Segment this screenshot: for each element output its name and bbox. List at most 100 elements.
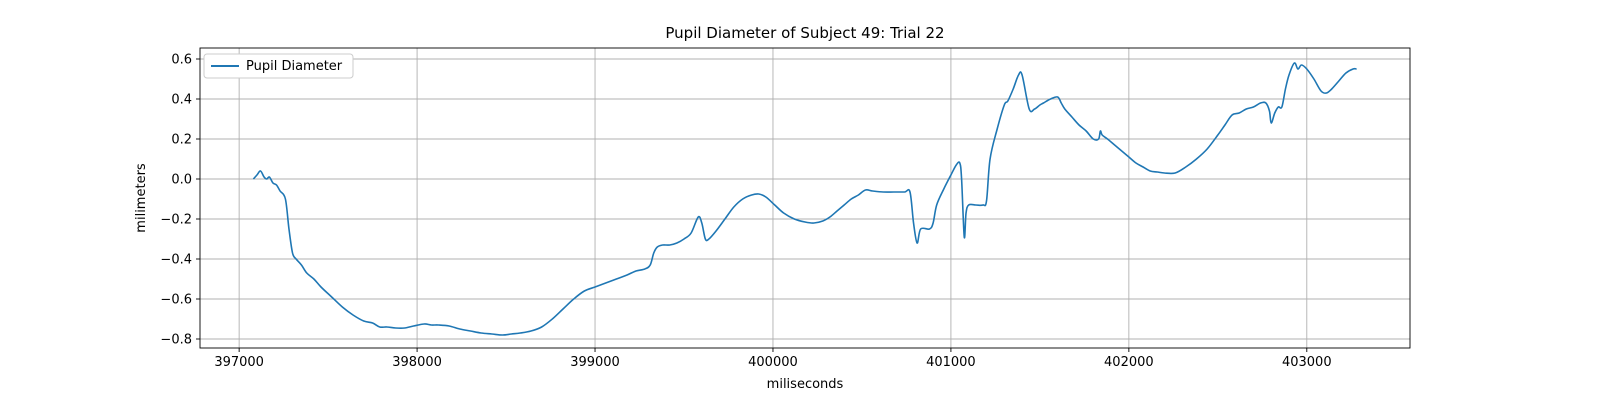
- data-point: [306, 272, 308, 274]
- data-point: [573, 298, 575, 300]
- data-point: [989, 158, 991, 160]
- data-point: [1217, 134, 1219, 136]
- y-tick-label: −0.8: [160, 333, 192, 348]
- data-point: [783, 212, 785, 214]
- y-axis-ticks: −0.8 −0.6 −0.4 −0.2 0.0 0.2 0.4 0.6: [160, 53, 200, 348]
- data-point: [1174, 172, 1176, 174]
- data-point: [865, 189, 867, 191]
- data-point: [1085, 130, 1087, 132]
- data-point: [975, 204, 977, 206]
- data-point: [448, 325, 450, 327]
- data-point: [1164, 172, 1166, 174]
- data-point: [683, 238, 685, 240]
- data-point: [1018, 74, 1020, 76]
- data-point: [1356, 68, 1358, 70]
- data-point: [1121, 150, 1123, 152]
- data-point: [965, 212, 967, 214]
- x-tick-label: 401000: [926, 355, 976, 370]
- data-point: [955, 164, 957, 166]
- data-point: [742, 198, 744, 200]
- data-point: [372, 322, 374, 324]
- data-point: [669, 244, 671, 246]
- data-point: [1224, 124, 1226, 126]
- data-point: [961, 178, 963, 180]
- data-point: [269, 176, 271, 178]
- data-point: [1142, 166, 1144, 168]
- data-point: [963, 236, 965, 238]
- y-tick-label: 0.0: [171, 173, 192, 188]
- data-point: [320, 286, 322, 288]
- data-point: [794, 218, 796, 220]
- data-point: [260, 170, 262, 172]
- data-point: [662, 244, 664, 246]
- data-point: [774, 204, 776, 206]
- data-point: [1326, 92, 1328, 94]
- data-point: [1301, 64, 1303, 66]
- data-point: [943, 188, 945, 190]
- data-point: [751, 194, 753, 196]
- data-point: [904, 191, 906, 193]
- data-point: [288, 228, 290, 230]
- data-point: [530, 330, 532, 332]
- data-point: [1128, 156, 1130, 158]
- data-point: [1107, 138, 1109, 140]
- data-point: [822, 220, 824, 222]
- x-tick-label: 400000: [748, 355, 798, 370]
- data-point: [584, 290, 586, 292]
- data-point: [697, 216, 699, 218]
- data-point: [1135, 162, 1137, 164]
- data-point: [423, 323, 425, 325]
- chart-title: Pupil Diameter of Subject 49: Trial 22: [665, 24, 944, 42]
- data-point: [765, 196, 767, 198]
- y-tick-label: −0.6: [160, 293, 192, 308]
- data-point: [909, 191, 911, 193]
- data-point: [1157, 171, 1159, 173]
- data-point: [1345, 72, 1347, 74]
- y-tick-label: 0.4: [171, 93, 192, 108]
- data-point: [893, 191, 895, 193]
- x-tick-label: 399000: [570, 355, 620, 370]
- data-point: [1253, 106, 1255, 108]
- data-point: [1114, 144, 1116, 146]
- data-point: [733, 206, 735, 208]
- data-point: [1313, 78, 1315, 80]
- y-tick-label: 0.6: [171, 53, 192, 68]
- data-point: [996, 128, 998, 130]
- data-point: [701, 222, 703, 224]
- plot-frame: [199, 47, 1411, 349]
- x-axis-label: miliseconds: [767, 377, 844, 392]
- data-point: [724, 218, 726, 220]
- data-point: [363, 320, 365, 322]
- data-point: [342, 306, 344, 308]
- data-point: [1260, 102, 1262, 104]
- data-point: [1012, 88, 1014, 90]
- data-point: [836, 210, 838, 212]
- data-point: [1039, 104, 1041, 106]
- data-point: [562, 308, 564, 310]
- data-point: [1098, 138, 1100, 140]
- series-line-pupil-diameter: [252, 62, 1357, 336]
- data-point: [653, 252, 655, 254]
- data-point: [1078, 124, 1080, 126]
- data-point: [1285, 88, 1287, 90]
- data-point: [929, 228, 931, 230]
- data-point: [829, 216, 831, 218]
- x-tick-label: 403000: [1282, 355, 1332, 370]
- data-point: [936, 204, 938, 206]
- data-point: [1196, 158, 1198, 160]
- data-point: [676, 242, 678, 244]
- data-point: [272, 182, 274, 184]
- x-axis-ticks: 397000 398000 399000 400000 401000 402000 4030…: [214, 348, 1332, 370]
- x-tick-label: 398000: [392, 355, 442, 370]
- data-point: [843, 204, 845, 206]
- data-point: [932, 222, 934, 224]
- data-point: [616, 278, 618, 280]
- data-point: [1306, 68, 1308, 70]
- data-point: [690, 232, 692, 234]
- data-point: [594, 286, 596, 288]
- data-point: [708, 238, 710, 240]
- data-point: [850, 198, 852, 200]
- data-point: [1003, 104, 1005, 106]
- data-point: [285, 198, 287, 200]
